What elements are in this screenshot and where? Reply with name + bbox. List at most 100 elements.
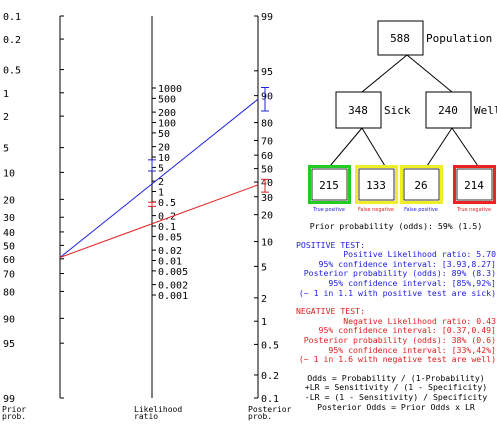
prior-tick-label: 30	[3, 213, 15, 224]
posterior-probability-scale: 99 95 90 80 70 60 50 40 30 20 10 5 2 1 0.5 0.2 0.1	[254, 12, 279, 405]
negative-posterior-text: Posterior probability (odds): 38% (0.6)	[303, 335, 496, 345]
prior-tick-label: 0.5	[3, 66, 21, 77]
tree-connectors	[329, 54, 479, 167]
prior-tick-label: 90	[3, 314, 15, 325]
posterior-tick-label: 30	[261, 193, 273, 204]
posterior-axis-title: Posterior	[248, 405, 292, 414]
posterior-tick-label: 95	[261, 67, 273, 78]
summary-panel: Prior probability (odds): 59% (1.5) POSI…	[296, 222, 496, 412]
negative-test-line	[59, 184, 259, 258]
prior-tick-label: 70	[3, 270, 15, 281]
leaf-node: 26 False positive	[400, 165, 443, 213]
lr-tick-label: 0.1	[158, 222, 176, 233]
positive-lr-ci-marker	[148, 159, 156, 172]
negative-test-heading: NEGATIVE TEST:	[296, 307, 366, 317]
posterior-tick-label: 2	[261, 294, 267, 305]
likelihood-ratio-scale: 10005002001005020105210.50.20.10.050.020…	[152, 84, 188, 302]
formula-positive-lr: +LR = Sensitivity / (1 - Specificity)	[304, 383, 488, 393]
formula-odds: Odds = Probability / (1-Probability)	[307, 373, 485, 383]
formula-negative-lr: -LR = (1 - Sensitivity) / Specificity	[304, 392, 488, 402]
nomogram-lines	[59, 86, 269, 258]
lr-tick-label: 0.02	[158, 246, 182, 257]
prior-tick-label: 1	[3, 89, 9, 100]
posterior-tick-label: 90	[261, 92, 273, 103]
population-tree: 588 Population 348 Sick 240 Well 215 True…	[308, 20, 497, 213]
posterior-tick-label: 0.2	[261, 371, 279, 382]
formula-posterior-odds: Posterior Odds = Prior Odds x LR	[317, 402, 475, 412]
posterior-tick-label: 0.1	[261, 394, 279, 405]
sick-label: Sick	[384, 104, 411, 117]
posterior-tick-label: 60	[261, 151, 273, 162]
prior-tick-label: 5	[3, 144, 9, 155]
lr-tick-label: 0.2	[158, 212, 176, 223]
leaf-node: 133 False negative	[355, 165, 398, 213]
positive-lr-ci-text: 95% confidence interval: [3.93,8.27]	[318, 259, 496, 269]
leaf-node: 215 True positive	[308, 165, 351, 213]
prior-tick-label: 40	[3, 228, 15, 239]
prior-tick-label: 10	[3, 168, 15, 179]
lr-tick-label: 500	[158, 94, 176, 105]
posterior-tick-label: 50	[261, 165, 273, 176]
lr-tick-label: 0.01	[158, 257, 182, 268]
posterior-tick-label: 40	[261, 178, 273, 189]
lr-tick-label: 1000	[158, 84, 182, 95]
leaf-count: 133	[366, 179, 386, 192]
posterior-tick-label: 80	[261, 119, 273, 130]
prior-tick-label: 20	[3, 195, 15, 206]
lr-axis-title: ratio	[134, 412, 158, 421]
posterior-tick-label: 20	[261, 211, 273, 222]
negative-lr-ci-text: 95% confidence interval: [0.37,0.49]	[318, 326, 496, 336]
sick-count: 348	[348, 104, 368, 117]
leaf-count: 215	[319, 179, 339, 192]
positive-posterior-ci-marker	[261, 86, 269, 112]
prior-probability-scale: 0.1 0.2 0.5 1 2 5 10 20 30 40 50 60 70 80 90 95 99	[3, 12, 64, 405]
lr-tick-label: 100	[158, 119, 176, 130]
population-label: Population	[426, 32, 492, 45]
population-node	[377, 20, 424, 56]
positive-test-heading: POSITIVE TEST:	[296, 240, 366, 250]
leaf-caption: True negative	[456, 207, 491, 213]
leaf-caption: False positive	[404, 207, 438, 213]
positive-test-line	[59, 98, 259, 258]
prior-tick-label: 80	[3, 287, 15, 298]
tree-leaves: 215 True positive 133 False negative 26 False…	[308, 165, 496, 213]
lr-tick-label: 50	[158, 129, 170, 140]
prior-axis-title: Prior	[2, 405, 26, 414]
negative-lr-text: Negative Likelihood ratio: 0.43	[343, 316, 496, 326]
sick-node	[335, 91, 382, 129]
prior-probability-text: Prior probability (odds): 59% (1.5)	[309, 222, 483, 231]
lr-tick-label: 0.5	[158, 198, 176, 209]
positive-posterior-ci-text: 95% confidence interval: [85%,92%]	[328, 278, 496, 288]
lr-tick-label: 0.05	[158, 232, 182, 243]
posterior-tick-label: 1	[261, 317, 267, 328]
posterior-tick-label: 10	[261, 238, 273, 249]
prior-tick-label: 99	[3, 394, 15, 405]
lr-tick-label: 10	[158, 153, 170, 164]
negative-ratio-text: (~ 1 in 1.6 with negative test are well)	[298, 355, 496, 365]
prior-tick-label: 60	[3, 255, 15, 266]
prior-tick-label: 95	[3, 339, 15, 350]
lr-tick-label: 20	[158, 143, 170, 154]
population-count: 588	[390, 32, 410, 45]
posterior-tick-label: 0.5	[261, 340, 279, 351]
lr-tick-label: 5	[158, 163, 164, 174]
lr-tick-label: 1	[158, 188, 164, 199]
positive-ratio-text: (~ 1 in 1.1 with positive test are sick)	[298, 288, 496, 298]
posterior-tick-label: 5	[261, 262, 267, 273]
prior-axis-title: prob.	[2, 412, 26, 421]
prior-tick-label: 0.1	[3, 12, 21, 23]
negative-posterior-ci-marker	[261, 178, 269, 193]
leaf-caption: False negative	[358, 207, 394, 213]
posterior-tick-label: 70	[261, 136, 273, 147]
lr-tick-label: 2	[158, 177, 164, 188]
prior-tick-label: 2	[3, 112, 9, 123]
well-label: Well	[474, 104, 497, 117]
lr-tick-label: 200	[158, 108, 176, 119]
posterior-tick-label: 99	[261, 12, 273, 23]
positive-lr-text: Positive Likelihood ratio: 5.70	[343, 250, 496, 260]
prior-tick-label: 50	[3, 241, 15, 252]
leaf-count: 214	[464, 179, 484, 192]
lr-tick-label: 0.001	[158, 291, 188, 302]
